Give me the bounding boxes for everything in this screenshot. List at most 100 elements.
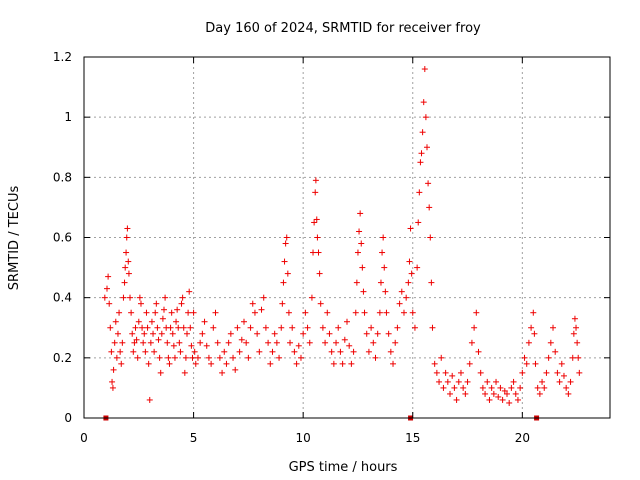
data-point <box>368 324 375 331</box>
data-point <box>322 339 329 346</box>
data-point <box>127 294 134 301</box>
data-point <box>442 369 449 376</box>
data-point <box>157 369 164 376</box>
data-point <box>133 336 140 343</box>
x-tick-label: 15 <box>405 431 420 445</box>
data-point <box>227 330 234 337</box>
data-point <box>438 354 445 361</box>
data-point <box>185 309 192 316</box>
data-point <box>576 369 583 376</box>
data-point <box>372 354 379 361</box>
data-point <box>497 384 504 391</box>
data-point <box>315 249 322 256</box>
data-point <box>503 390 510 397</box>
data-point <box>408 270 415 277</box>
data-point <box>191 348 198 355</box>
data-point <box>199 330 206 337</box>
x-tick-label: 0 <box>80 431 88 445</box>
data-point <box>134 354 141 361</box>
data-point <box>365 348 372 355</box>
axis-ticks <box>83 56 610 419</box>
data-point <box>144 324 151 331</box>
data-point <box>168 309 175 316</box>
data-point <box>409 309 416 316</box>
data-point <box>512 390 519 397</box>
data-point <box>517 384 524 391</box>
data-point <box>508 384 515 391</box>
y-tick-label: 1 <box>64 110 72 124</box>
data-point <box>107 324 114 331</box>
data-point <box>223 360 230 367</box>
data-point <box>176 339 183 346</box>
data-point <box>346 342 353 349</box>
data-point <box>534 384 541 391</box>
y-axis-label: SRMTID / TECUs <box>7 186 22 291</box>
data-point <box>140 339 147 346</box>
data-point <box>283 234 290 241</box>
data-point <box>570 330 577 337</box>
data-point <box>118 360 125 367</box>
data-point <box>187 324 194 331</box>
data-point <box>406 258 413 265</box>
data-point <box>131 339 138 346</box>
data-point <box>203 342 210 349</box>
data-points <box>101 66 583 406</box>
data-point <box>152 309 159 316</box>
data-point <box>374 330 381 337</box>
data-point <box>105 273 112 280</box>
data-point <box>440 384 447 391</box>
data-point <box>418 150 425 157</box>
data-point <box>169 330 176 337</box>
data-point <box>139 324 146 331</box>
x-tick-labels: 0 5 10 15 20 <box>80 431 530 445</box>
data-point <box>156 354 163 361</box>
data-point <box>110 366 117 373</box>
data-point <box>236 348 243 355</box>
data-point <box>379 249 386 256</box>
data-point <box>104 285 111 292</box>
data-point <box>324 309 331 316</box>
data-point <box>278 324 285 331</box>
data-point <box>249 300 256 307</box>
data-point <box>175 324 182 331</box>
data-point <box>519 369 526 376</box>
data-point <box>132 324 139 331</box>
data-point <box>148 318 155 325</box>
data-point <box>422 114 429 121</box>
data-point <box>344 318 350 325</box>
x-tick-label: 10 <box>296 431 311 445</box>
data-point <box>427 234 434 241</box>
data-point <box>416 189 423 196</box>
data-point <box>116 309 123 316</box>
data-point <box>525 339 532 346</box>
data-point <box>541 384 548 391</box>
data-point <box>243 339 250 346</box>
data-point <box>281 258 288 265</box>
data-point <box>267 360 274 367</box>
data-point <box>119 339 126 346</box>
data-point <box>352 309 359 316</box>
data-point <box>164 339 171 346</box>
data-point <box>216 354 223 361</box>
y-tick-label: 0 <box>64 411 72 425</box>
data-point <box>289 324 296 331</box>
data-point <box>360 288 367 295</box>
data-point <box>295 342 302 349</box>
data-point <box>194 354 201 361</box>
data-point <box>444 378 451 385</box>
data-point <box>488 384 495 391</box>
data-point <box>499 396 506 403</box>
data-point <box>501 387 508 394</box>
data-point <box>532 360 539 367</box>
data-point <box>486 396 493 403</box>
data-point <box>265 339 272 346</box>
data-point <box>350 348 357 355</box>
data-point <box>428 279 435 286</box>
data-point <box>575 354 582 361</box>
data-point <box>392 339 399 346</box>
data-point <box>245 354 252 361</box>
data-point <box>479 384 486 391</box>
data-point <box>197 339 204 346</box>
data-point <box>179 294 186 301</box>
data-point <box>356 228 363 235</box>
